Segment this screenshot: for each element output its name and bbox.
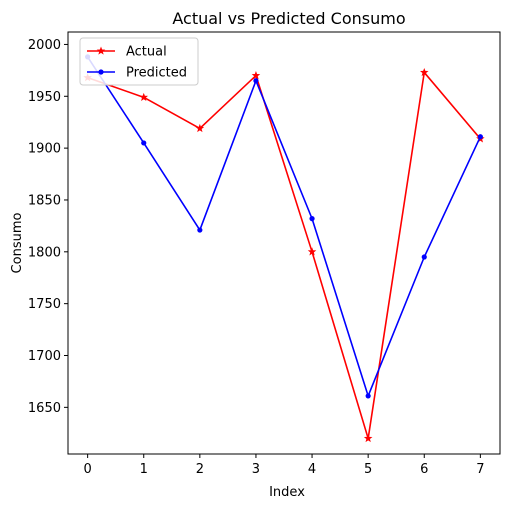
x-tick-label: 2: [196, 462, 204, 477]
y-tick-label: 1900: [28, 142, 61, 157]
series-layer: [83, 54, 485, 443]
predicted-line: [86, 56, 482, 397]
x-tick-label: 4: [308, 462, 316, 477]
x-axis: 0 1 2 3 4 5 6 7: [83, 454, 485, 477]
actual-point: [139, 92, 149, 101]
legend: Actual Predicted: [79, 37, 199, 86]
y-tick-label: 1700: [28, 349, 61, 364]
y-tick-label: 1950: [28, 90, 61, 105]
x-tick-label: 5: [364, 462, 372, 477]
legend-predicted-marker: [98, 69, 104, 75]
chart-title: Actual vs Predicted Consumo: [172, 9, 405, 28]
actual-line: [87, 71, 481, 440]
predicted-point: [421, 254, 427, 260]
predicted-point: [365, 393, 371, 399]
actual-point: [363, 433, 373, 443]
x-axis-label: Index: [269, 485, 305, 500]
predicted-point: [253, 78, 259, 84]
x-tick-label: 0: [83, 462, 91, 477]
y-axis-label: Consumo: [10, 213, 25, 274]
x-tick-label: 6: [420, 462, 428, 477]
y-axis: 1650 1700 1750 1800 1850 1900 1950 2000: [28, 38, 68, 416]
legend-predicted-label: Predicted: [126, 66, 187, 81]
plot-area: [67, 31, 501, 455]
legend-actual-label: Actual: [126, 45, 167, 60]
predicted-point: [309, 216, 315, 222]
actual-point: [419, 67, 429, 77]
actual-point: [307, 247, 317, 256]
legend-actual-marker: [96, 46, 106, 55]
actual-point: [195, 123, 205, 133]
y-tick-label: 2000: [28, 38, 61, 53]
x-tick-label: 3: [252, 462, 260, 477]
y-tick-label: 1650: [28, 401, 61, 416]
actual-point: [251, 71, 261, 80]
y-tick-label: 1850: [28, 193, 61, 208]
predicted-point: [141, 140, 147, 146]
predicted-point: [477, 134, 483, 140]
legend-box: [79, 37, 199, 86]
y-tick-label: 1750: [28, 297, 61, 312]
y-tick-label: 1800: [28, 245, 61, 260]
x-tick-label: 7: [476, 462, 484, 477]
x-tick-label: 1: [140, 462, 148, 477]
predicted-point: [197, 227, 203, 233]
